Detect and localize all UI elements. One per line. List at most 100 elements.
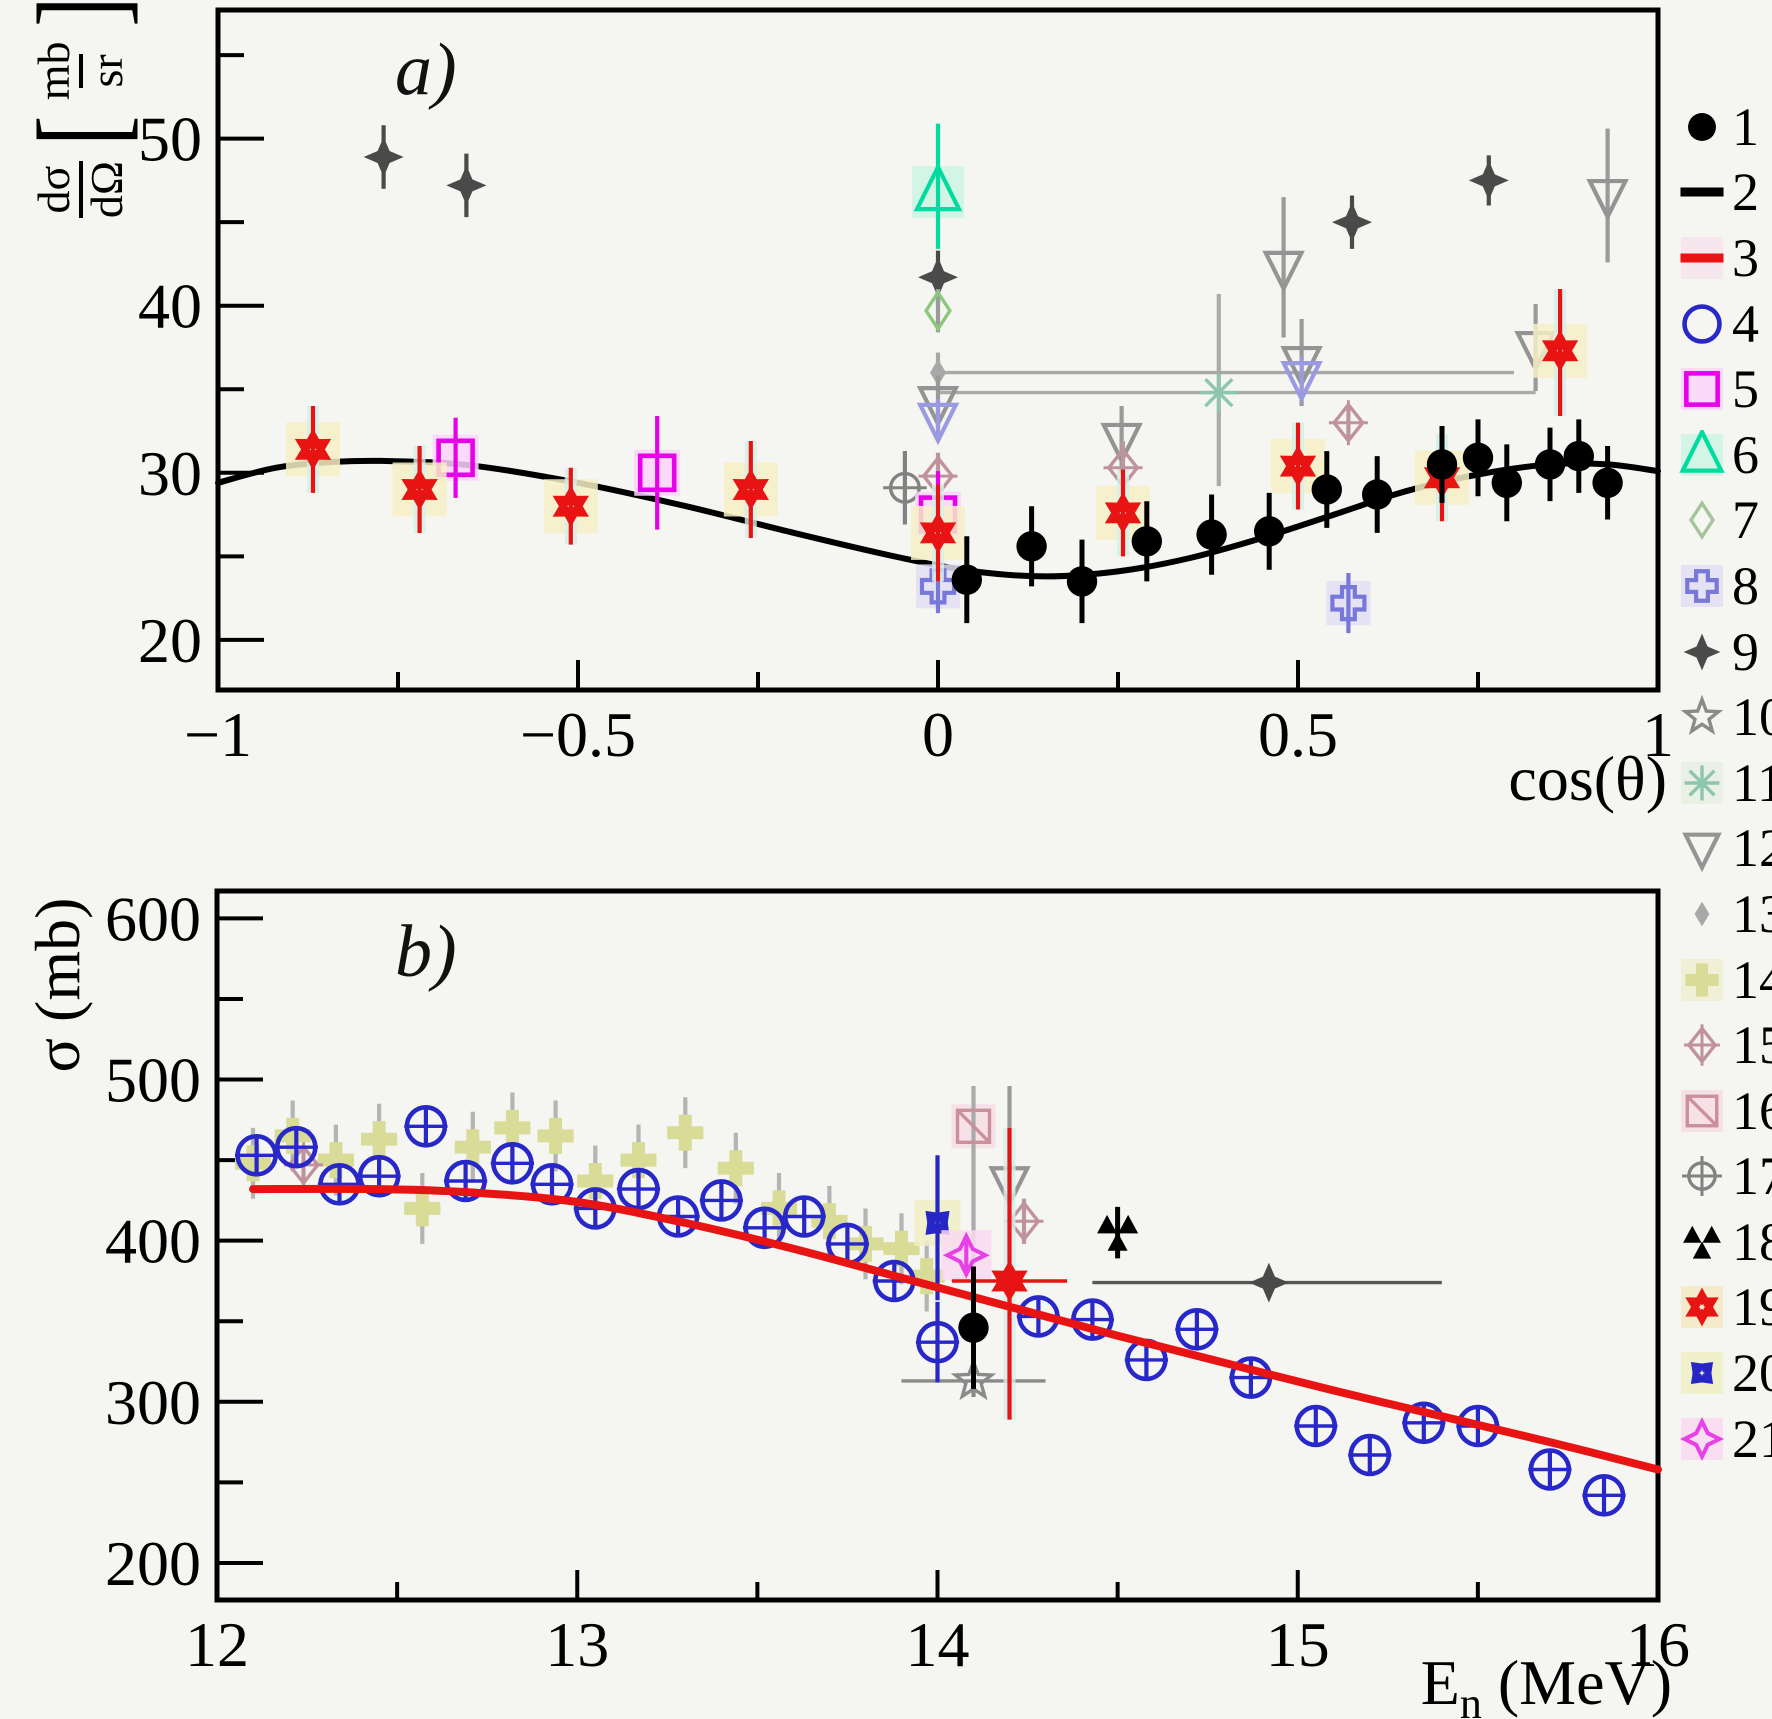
x-axis-title-b-sub: n	[1459, 1678, 1482, 1719]
unit-fraction: mb sr	[28, 41, 131, 101]
data-point-4	[490, 1142, 535, 1185]
panel-b: 200 300 400 500 600 12 13 14 15 16	[105, 883, 1690, 1680]
panel-a: 20 30 40 50 −1 −0.5 0 0.5 1	[138, 7, 1674, 770]
ytick-label: 200	[105, 1528, 201, 1599]
data-point-1	[951, 536, 982, 624]
data-point-4	[1175, 1308, 1219, 1351]
data-point-1	[1196, 494, 1227, 575]
data-point-11	[938, 294, 1536, 487]
legend-entry-5: 5	[1678, 356, 1772, 422]
series-19	[951, 1127, 1068, 1420]
legend-marker-star5-open-icon	[1680, 694, 1724, 736]
panel-b-ticks: 200 300 400 500 600 12 13 14 15 16	[105, 883, 1690, 1680]
legend-marker-asterisk-bold-icon	[1681, 1286, 1723, 1329]
legend-marker-line-icon	[1680, 236, 1724, 279]
legend-entry-number: 16	[1732, 1080, 1772, 1141]
data-point-1	[1254, 492, 1285, 570]
legend-marker-triangle-open-icon	[1679, 429, 1725, 476]
panel-b-label: b)	[395, 911, 457, 993]
data-point-20	[914, 1155, 961, 1301]
data-point-1	[958, 1266, 989, 1389]
data-point-4	[782, 1195, 826, 1238]
legend-entry-1: 1	[1678, 94, 1772, 160]
data-point-4	[1348, 1433, 1392, 1477]
series-20	[914, 1155, 961, 1301]
legend-marker-star4-filled-icon	[1683, 633, 1721, 670]
data-point-1	[1462, 419, 1494, 497]
data-point-6	[912, 123, 964, 249]
data-point-19	[543, 467, 598, 545]
unit-numerator: mb	[28, 41, 80, 101]
y-axis-title-b: σ (mb)	[21, 835, 95, 1135]
legend-marker-pinwheel-icon	[1681, 1352, 1723, 1395]
data-point-1	[1066, 539, 1098, 624]
data-point-9	[1332, 195, 1372, 249]
data-point-4	[699, 1179, 744, 1222]
data-point-9	[1468, 155, 1509, 206]
legend-marker-triangle-triple-icon	[1683, 1225, 1721, 1259]
legend-marker-diamond-filled-icon	[1694, 901, 1710, 927]
legend-marker-square-diagonal-icon	[1681, 1089, 1723, 1132]
data-point-7	[924, 288, 952, 333]
legend-entry-19: 19	[1678, 1275, 1772, 1341]
right-bracket: ]	[12, 0, 148, 27]
data-point-1	[1592, 446, 1623, 520]
data-point-4	[1294, 1404, 1338, 1448]
data-point-4	[404, 1105, 448, 1148]
series-9	[1092, 1262, 1442, 1303]
xtick-label: 13	[545, 1609, 609, 1680]
xtick-label: 0	[922, 699, 954, 770]
data-point-19	[286, 405, 340, 493]
legend-entry-3: 3	[1678, 225, 1772, 291]
x-axis-title-a: cos(θ)	[1508, 742, 1667, 816]
x-axis-title-b: En (MeV)	[1421, 1646, 1672, 1719]
data-point-12	[1280, 357, 1323, 404]
data-point-1	[1362, 456, 1393, 533]
ytick-label: 400	[105, 1206, 201, 1277]
data-point-19	[1533, 288, 1588, 416]
data-point-19	[951, 1127, 1068, 1420]
legend-entry-number: 6	[1732, 424, 1759, 485]
legend-entry-number: 9	[1732, 621, 1759, 682]
data-point-19	[1271, 422, 1325, 510]
panel-a-label: a)	[395, 29, 457, 111]
legend-entry-number: 2	[1732, 162, 1759, 223]
legend-entry-16: 16	[1678, 1078, 1772, 1144]
legend-entry-4: 4	[1678, 291, 1772, 357]
legend-entry-15: 15	[1678, 1012, 1772, 1078]
left-bracket: [	[12, 115, 148, 146]
data-point-4	[1070, 1298, 1115, 1341]
series-12	[916, 128, 1629, 473]
legend-entry-17: 17	[1678, 1144, 1772, 1210]
panel-a-ticks: 20 30 40 50 −1 −0.5 0 0.5 1	[138, 53, 1674, 770]
series-12	[916, 357, 1323, 446]
legend-entry-21: 21	[1678, 1406, 1772, 1472]
legend-entry-number: 4	[1732, 293, 1759, 354]
data-point-15	[1328, 400, 1368, 446]
legend-entry-number: 15	[1732, 1015, 1772, 1076]
data-point-12	[1262, 197, 1305, 338]
ytick-label: 500	[105, 1045, 201, 1116]
data-point-4	[234, 1134, 279, 1177]
legend-entry-number: 20	[1732, 1343, 1772, 1404]
legend-entry-number: 18	[1732, 1211, 1772, 1272]
data-point-8	[1326, 573, 1371, 634]
legend-entry-number: 21	[1732, 1408, 1772, 1469]
ytick-label: 50	[138, 104, 202, 175]
series-1	[951, 419, 1623, 624]
data-point-19	[723, 441, 778, 538]
legend-marker-line-icon	[1680, 187, 1724, 197]
legend-marker-diamond-cross-icon	[1684, 1024, 1720, 1066]
data-point-4	[1528, 1448, 1572, 1491]
legend-marker-cross-open-icon	[1681, 564, 1723, 607]
data-point-4	[274, 1125, 318, 1169]
data-point-1	[1491, 444, 1522, 522]
legend-entry-number: 3	[1732, 227, 1759, 288]
legend-entry-number: 1	[1732, 96, 1759, 157]
ytick-label: 30	[138, 438, 202, 509]
legend-entry-2: 2	[1678, 160, 1772, 226]
legend-entry-9: 9	[1678, 619, 1772, 685]
data-point-14	[404, 1172, 441, 1244]
